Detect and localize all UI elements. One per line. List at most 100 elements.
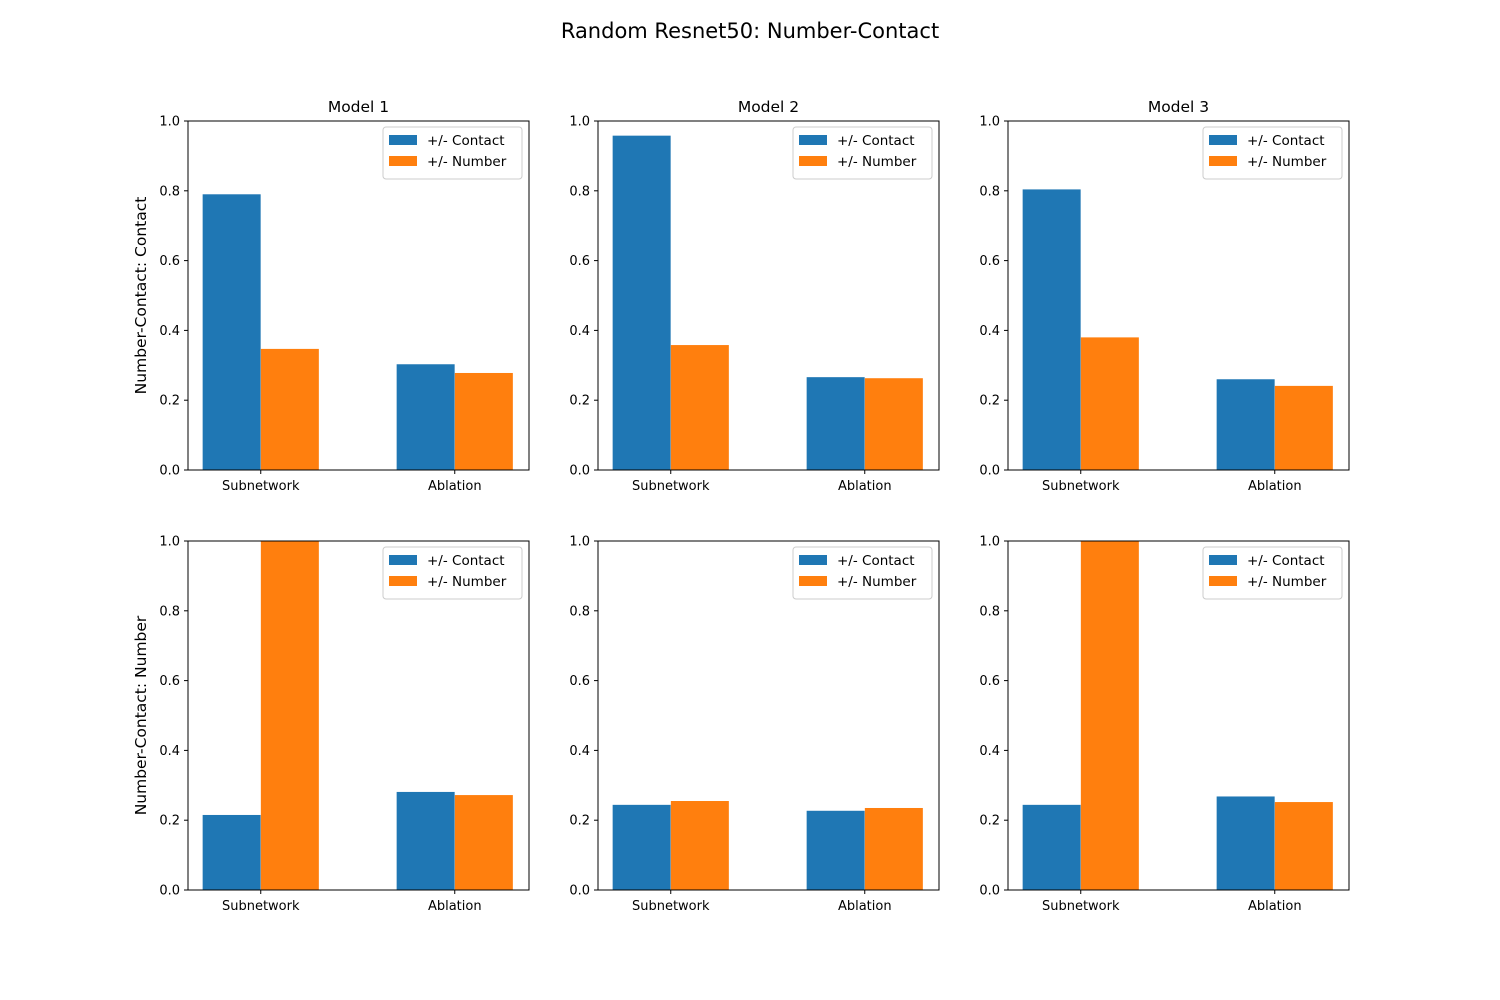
y-tick-label: 1.0 <box>159 115 180 130</box>
y-tick-label: 0.4 <box>569 324 590 339</box>
legend-label-number: +/- Number <box>1247 574 1327 590</box>
figure-title: Random Resnet50: Number-Contact <box>561 19 939 43</box>
x-tick-label: Subnetwork <box>222 899 300 914</box>
x-tick-label: Ablation <box>428 899 482 914</box>
bar-number-subnetwork <box>1080 337 1139 470</box>
legend-label-number: +/- Number <box>1247 154 1327 170</box>
x-tick-label: Subnetwork <box>632 899 710 914</box>
y-tick-label: 0.6 <box>979 254 1000 269</box>
y-tick-label: 1.0 <box>569 535 590 550</box>
x-tick-label: Ablation <box>1248 899 1302 914</box>
y-tick-label: 1.0 <box>979 115 1000 130</box>
legend-swatch-number <box>799 576 827 586</box>
bar-contact-subnetwork <box>612 804 671 890</box>
bar-number-ablation <box>454 372 513 470</box>
legend-swatch-contact <box>389 555 417 565</box>
legend-swatch-contact <box>389 135 417 145</box>
y-tick-label: 0.2 <box>159 394 180 409</box>
legend-label-number: +/- Number <box>837 574 917 590</box>
bar-number-subnetwork <box>1080 541 1139 890</box>
subplot-6: 0.0 0.2 0.4 0.6 0.8 1.0 Subnetwork Ablation +/- … <box>979 535 1350 914</box>
y-tick-label: 0.8 <box>979 604 1000 619</box>
y-tick-label: 0.8 <box>569 604 590 619</box>
subplot-title: Model 1 <box>328 98 389 116</box>
legend: +/- Contact +/- Number <box>1202 126 1343 180</box>
bar-contact-ablation <box>1216 379 1275 470</box>
legend-swatch-contact <box>799 555 827 565</box>
legend: +/- Contact +/- Number <box>382 126 523 180</box>
axes-frame <box>597 120 940 471</box>
subplot-3: 0.0 0.2 0.4 0.6 0.8 1.0 Subnetwork Ablation Mode… <box>979 98 1350 494</box>
legend-label-contact: +/- Contact <box>837 553 915 569</box>
bar-number-ablation <box>864 378 923 470</box>
legend-frame <box>1202 546 1343 600</box>
bar-contact-ablation <box>396 364 455 470</box>
legend: +/- Contact +/- Number <box>1202 546 1343 600</box>
y-axis-label: Number-Contact: Number <box>132 615 150 815</box>
y-tick-label: 0.2 <box>979 814 1000 829</box>
y-tick-label: 0.0 <box>159 884 180 899</box>
legend-frame <box>792 546 933 600</box>
y-tick-label: 0.6 <box>159 674 180 689</box>
bar-number-subnetwork <box>260 541 319 890</box>
subplot-title: Model 3 <box>1148 98 1209 116</box>
y-tick-label: 0.0 <box>979 464 1000 479</box>
legend-frame <box>382 546 523 600</box>
legend: +/- Contact +/- Number <box>792 126 933 180</box>
y-tick-label: 0.4 <box>979 744 1000 759</box>
y-tick-label: 0.8 <box>979 184 1000 199</box>
y-tick-label: 0.2 <box>569 814 590 829</box>
legend-swatch-number <box>389 156 417 166</box>
y-tick-label: 1.0 <box>979 535 1000 550</box>
bar-number-ablation <box>1274 385 1333 470</box>
bar-number-ablation <box>1274 802 1333 890</box>
legend-swatch-number <box>799 156 827 166</box>
y-tick-label: 0.0 <box>569 464 590 479</box>
axes-frame <box>1007 120 1350 471</box>
axes-frame <box>1007 540 1350 891</box>
axes-frame <box>597 540 940 891</box>
subplot-5: 0.0 0.2 0.4 0.6 0.8 1.0 Subnetwork Ablation +/- … <box>569 535 940 914</box>
bar-contact-subnetwork <box>1022 804 1081 890</box>
bar-contact-subnetwork <box>1022 189 1081 471</box>
x-tick-label: Subnetwork <box>632 479 710 494</box>
y-tick-label: 0.6 <box>569 254 590 269</box>
legend: +/- Contact +/- Number <box>792 546 933 600</box>
bar-number-subnetwork <box>670 801 729 890</box>
legend-frame <box>1202 126 1343 180</box>
y-tick-label: 0.6 <box>159 254 180 269</box>
y-tick-label: 0.0 <box>159 464 180 479</box>
legend-frame <box>792 126 933 180</box>
bar-contact-subnetwork <box>612 135 671 470</box>
y-tick-label: 0.8 <box>569 184 590 199</box>
y-tick-label: 0.2 <box>159 814 180 829</box>
y-tick-label: 0.8 <box>159 604 180 619</box>
y-tick-label: 1.0 <box>569 115 590 130</box>
bar-number-ablation <box>454 795 513 890</box>
legend-frame <box>382 126 523 180</box>
x-tick-label: Ablation <box>838 479 892 494</box>
subplot-4: 0.0 0.2 0.4 0.6 0.8 1.0 Subnetwork Ablation Numb… <box>132 535 530 914</box>
legend-label-number: +/- Number <box>837 154 917 170</box>
legend-label-contact: +/- Contact <box>1247 133 1325 149</box>
legend-swatch-number <box>1209 156 1237 166</box>
bar-contact-subnetwork <box>202 194 261 471</box>
y-tick-label: 0.2 <box>569 394 590 409</box>
x-tick-label: Subnetwork <box>1042 479 1120 494</box>
legend-label-contact: +/- Contact <box>427 133 505 149</box>
y-tick-label: 0.2 <box>979 394 1000 409</box>
y-tick-label: 0.4 <box>979 324 1000 339</box>
bar-contact-subnetwork <box>202 814 261 890</box>
y-tick-label: 0.4 <box>569 744 590 759</box>
bar-contact-ablation <box>806 810 865 890</box>
subplot-1: 0.0 0.2 0.4 0.6 0.8 1.0 Subnetwork Ablation Mode… <box>132 98 530 494</box>
x-tick-label: Subnetwork <box>222 479 300 494</box>
bar-number-subnetwork <box>260 348 319 470</box>
x-tick-label: Ablation <box>838 899 892 914</box>
subplot-2: 0.0 0.2 0.4 0.6 0.8 1.0 Subnetwork Ablation Mode… <box>569 98 940 494</box>
y-tick-label: 0.8 <box>159 184 180 199</box>
x-tick-label: Ablation <box>1248 479 1302 494</box>
y-tick-label: 0.0 <box>569 884 590 899</box>
legend: +/- Contact +/- Number <box>382 546 523 600</box>
axes-frame <box>187 540 530 891</box>
